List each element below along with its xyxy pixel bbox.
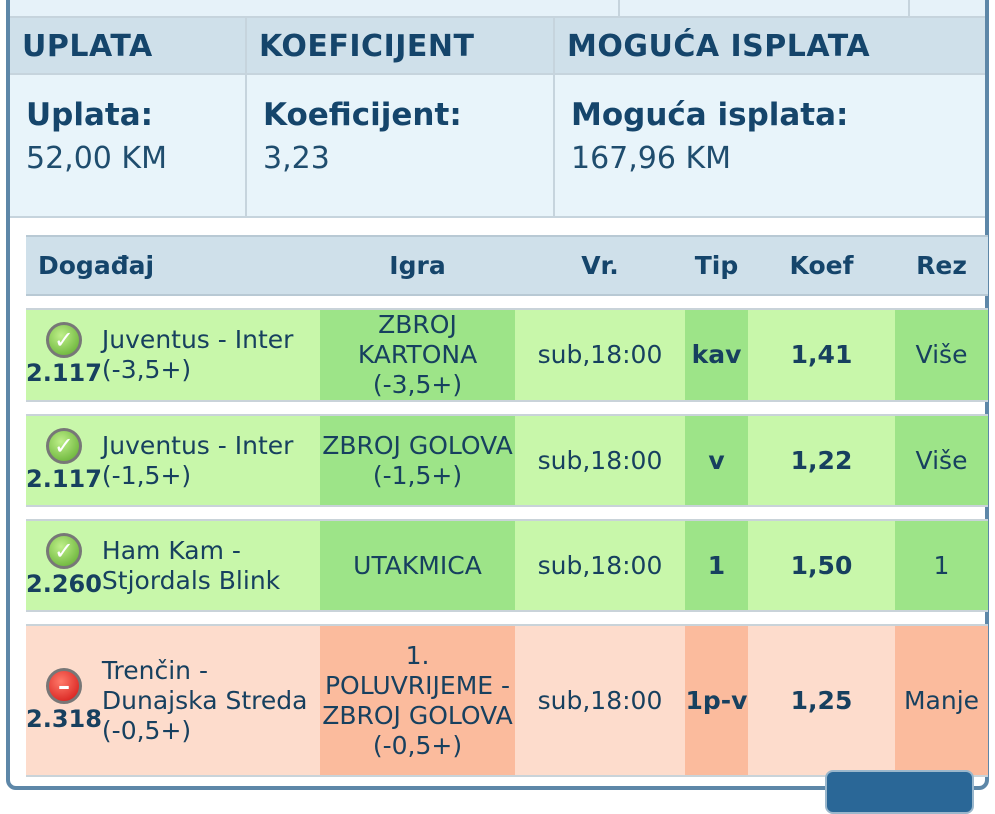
col-event: Događaj [26, 235, 320, 296]
game-cell: UTAKMICA [320, 519, 515, 612]
tip-cell: 1 [685, 519, 748, 612]
odds-cell: 1,50 [748, 519, 895, 612]
result-cell: Manje [895, 624, 988, 777]
time-cell: sub,18:00 [515, 519, 685, 612]
summary-payout: MOGUĆA ISPLATA Moguća isplata: 167,96 KM [555, 18, 985, 216]
event-name: Trenčin - Dunajska Streda (-0,5+) [101, 655, 308, 745]
time-cell: sub,18:00 [515, 624, 685, 777]
col-result: Rez [895, 235, 988, 296]
check-icon: ✓ [45, 532, 82, 569]
bets-table: Događaj Igra Vr. Tip Koef Rez ✓ 2.117 Ju… [26, 223, 988, 789]
summary-odds: KOEFICIJENT Koeficijent: 3,23 [247, 18, 555, 216]
ticket-summary: UPLATA Uplata: 52,00 KM KOEFICIJENT Koef… [10, 18, 985, 218]
col-odds: Koef [748, 235, 895, 296]
tip-cell: kav [685, 308, 748, 402]
check-icon: ✓ [45, 427, 82, 464]
result-cell: Više [895, 414, 988, 507]
time-cell: sub,18:00 [515, 308, 685, 402]
event-cell: ✓ 2.260 Ham Kam - Stjordals Blink [26, 519, 320, 612]
check-icon: ✓ [45, 322, 82, 358]
top-strip [10, 0, 985, 18]
event-code: 2.318 [26, 704, 102, 733]
event-code: 2.117 [26, 464, 102, 493]
tip-cell: v [685, 414, 748, 507]
event-cell: ✓ 2.117 Juventus - Inter (-3,5+) [26, 308, 320, 402]
result-cell: 1 [895, 519, 988, 612]
stake-header: UPLATA [10, 18, 245, 75]
table-row[interactable]: ✓ 2.117 Juventus - Inter (-1,5+) ZBROJ G… [26, 414, 988, 507]
game-cell: 1. POLUVRIJEME - ZBROJ GOLOVA (-0,5+) [320, 624, 515, 777]
col-time: Vr. [515, 235, 685, 296]
event-name: Juventus - Inter (-1,5+) [101, 430, 294, 490]
summary-stake: UPLATA Uplata: 52,00 KM [10, 18, 247, 216]
odds-value: 3,23 [263, 141, 330, 176]
table-row[interactable]: ✓ 2.117 Juventus - Inter (-3,5+) ZBROJ K… [26, 308, 988, 402]
event-cell: – 2.318 Trenčin - Dunajska Streda (-0,5+… [26, 624, 320, 777]
event-name: Ham Kam - Stjordals Blink [101, 535, 281, 595]
odds-label: Koeficijent: [263, 97, 462, 133]
stake-label: Uplata: [26, 97, 154, 133]
odds-header: KOEFICIJENT [247, 18, 553, 75]
payout-header: MOGUĆA ISPLATA [555, 18, 985, 75]
table-row[interactable]: ✓ 2.260 Ham Kam - Stjordals Blink UTAKMI… [26, 519, 988, 612]
minus-icon: – [45, 667, 82, 704]
game-cell: ZBROJ GOLOVA (-1,5+) [320, 414, 515, 507]
event-cell: ✓ 2.117 Juventus - Inter (-1,5+) [26, 414, 320, 507]
col-tip: Tip [685, 235, 748, 296]
payout-label: Moguća isplata: [571, 97, 849, 133]
event-code: 2.260 [26, 569, 102, 598]
payout-value: 167,96 KM [571, 141, 732, 176]
odds-cell: 1,22 [748, 414, 895, 507]
tip-cell: 1p-v [685, 624, 748, 777]
event-name: Juventus - Inter (-3,5+) [101, 325, 294, 384]
table-row[interactable]: – 2.318 Trenčin - Dunajska Streda (-0,5+… [26, 624, 988, 777]
odds-cell: 1,25 [748, 624, 895, 777]
time-cell: sub,18:00 [515, 414, 685, 507]
odds-cell: 1,41 [748, 308, 895, 402]
result-cell: Više [895, 308, 988, 402]
stake-value: 52,00 KM [26, 141, 167, 176]
col-game: Igra [320, 235, 515, 296]
table-header: Događaj Igra Vr. Tip Koef Rez [26, 235, 988, 296]
event-code: 2.117 [26, 359, 102, 387]
action-button[interactable] [825, 770, 974, 814]
game-cell: ZBROJ KARTONA (-3,5+) [320, 308, 515, 402]
